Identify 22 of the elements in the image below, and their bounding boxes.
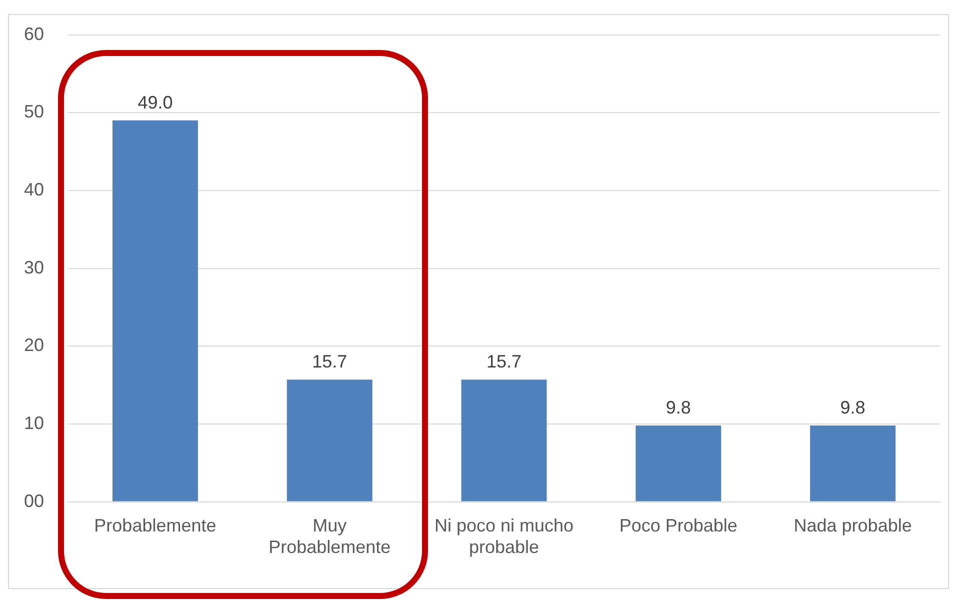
bar — [461, 380, 547, 502]
bar — [810, 426, 896, 502]
data-label: 15.7 — [312, 352, 348, 372]
y-tick-label: 60 — [24, 24, 44, 44]
data-label: 9.8 — [840, 397, 866, 418]
bar — [286, 380, 372, 502]
y-tick-label: 10 — [24, 412, 44, 433]
data-label: 9.8 — [666, 397, 691, 418]
x-tick-label: Muy Probablemente — [268, 516, 391, 558]
bar — [636, 426, 722, 502]
x-tick-label: Nada probable — [794, 516, 912, 536]
data-label: 15.7 — [486, 352, 522, 372]
y-tick-label: 00 — [24, 490, 44, 511]
bar — [112, 120, 198, 502]
data-label: 49.0 — [138, 92, 173, 112]
y-tick-label: 20 — [24, 335, 44, 356]
x-tick-label: Poco Probable — [619, 516, 738, 536]
y-tick-label: 50 — [24, 102, 44, 122]
x-tick-label: Probablemente — [94, 516, 216, 536]
y-tick-label: 40 — [24, 179, 44, 200]
x-tick-label: Ni poco ni mucho probable — [434, 516, 574, 558]
y-tick-label: 30 — [24, 257, 44, 278]
